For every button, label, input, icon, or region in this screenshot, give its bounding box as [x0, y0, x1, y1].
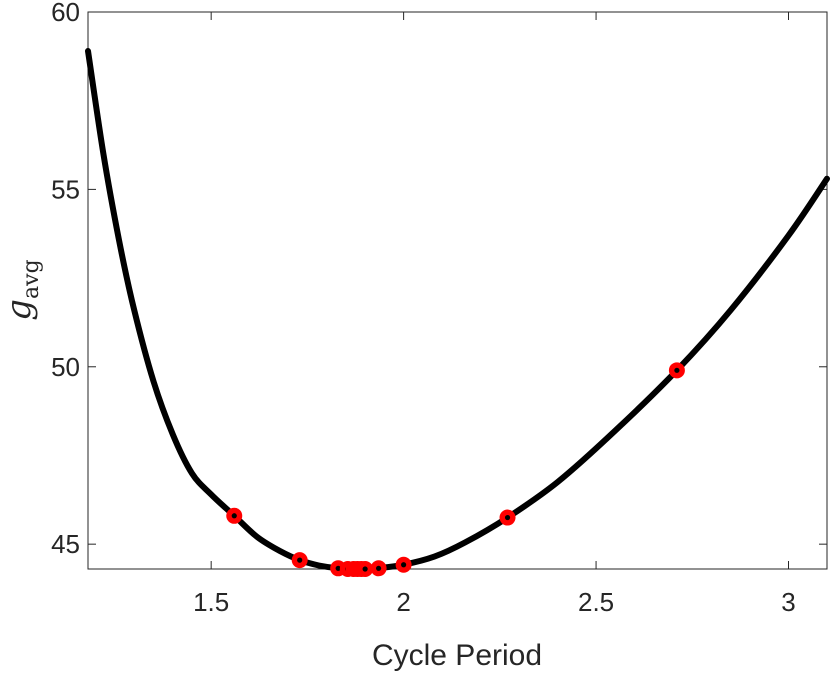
- data-point-center: [231, 513, 237, 519]
- y-tick-label: 50: [51, 352, 80, 382]
- y-tick-label: 45: [51, 529, 80, 559]
- y-tick-label: 55: [51, 174, 80, 204]
- data-point-center: [401, 562, 407, 568]
- data-point-center: [504, 514, 511, 521]
- x-tick-label: 3: [781, 587, 795, 617]
- series-line: [85, 48, 830, 572]
- data-point-center: [297, 557, 303, 563]
- x-axis-ticks: 1.5 2 2.5 3: [193, 12, 796, 617]
- plot-area: [87, 11, 828, 570]
- series-markers: [226, 362, 685, 577]
- data-point-center: [674, 367, 680, 373]
- data-point-center: [362, 566, 368, 572]
- data-point-center: [335, 565, 341, 571]
- data-point-center: [375, 565, 382, 571]
- y-axis-label-subscript: avg: [19, 259, 44, 299]
- y-axis-label: gavg: [0, 259, 44, 320]
- x-tick-label: 1.5: [193, 587, 229, 617]
- y-axis-ticks: 45 50 55 60: [51, 0, 827, 559]
- x-tick-label: 2.5: [578, 587, 614, 617]
- y-tick-label: 60: [51, 0, 80, 27]
- x-tick-label: 2: [396, 587, 410, 617]
- y-axis-label-main: g: [0, 299, 39, 321]
- x-axis-label: Cycle Period: [372, 639, 542, 672]
